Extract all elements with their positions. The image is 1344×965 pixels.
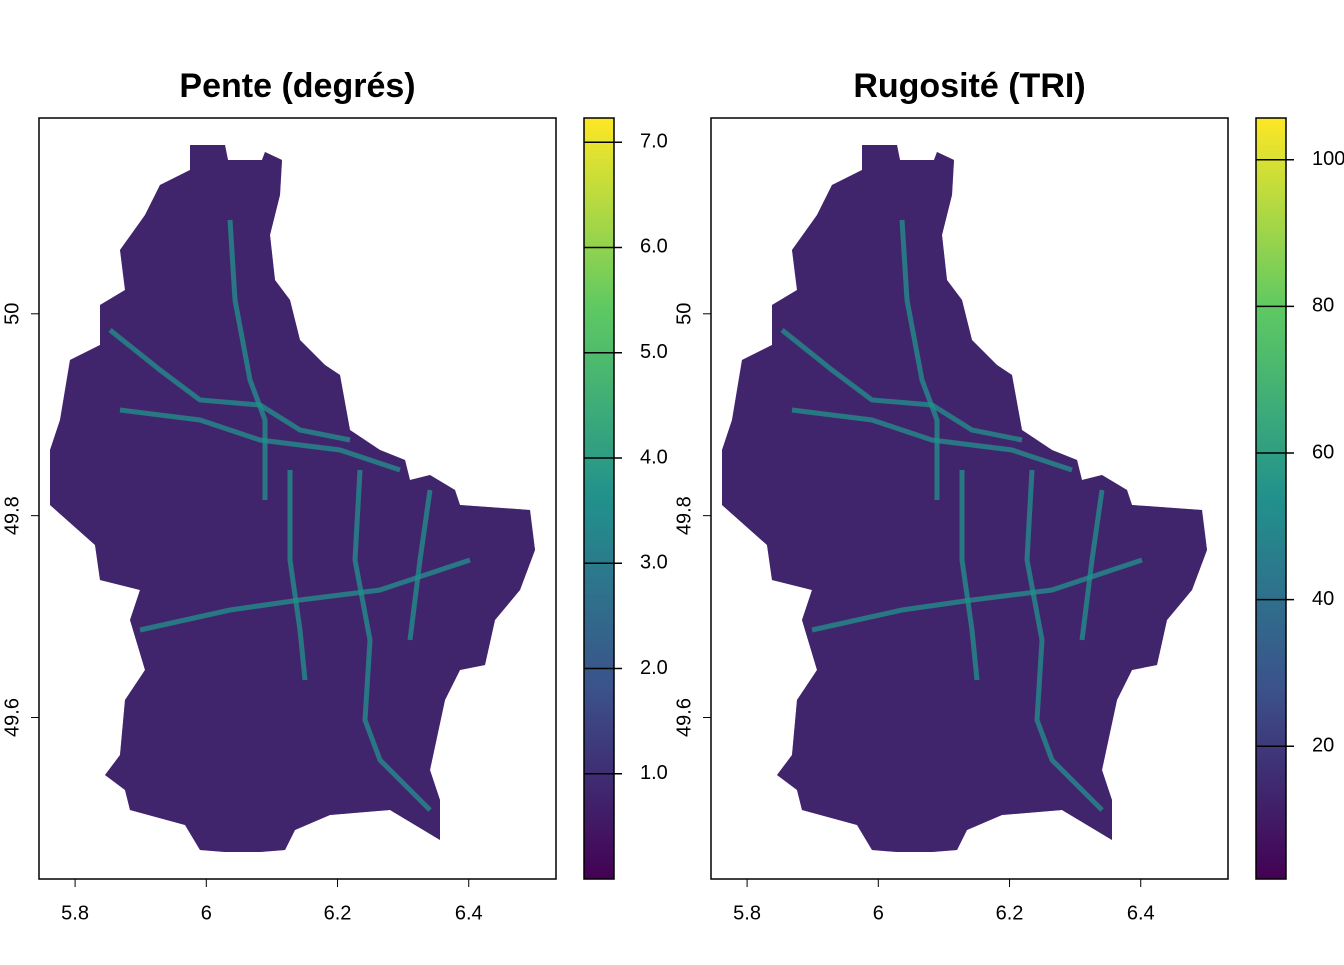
map-stream bbox=[407, 489, 433, 641]
colorbar bbox=[1255, 117, 1287, 880]
map-stream bbox=[1024, 469, 1104, 812]
map-stream bbox=[899, 219, 940, 500]
colorbar-tick-label: 7.0 bbox=[640, 130, 668, 152]
x-tick-label: 6.2 bbox=[324, 902, 352, 924]
map-stream bbox=[959, 470, 980, 681]
map-stream bbox=[811, 557, 1143, 633]
y-tick-label: 50 bbox=[673, 303, 695, 325]
panel-title: Rugosité (TRI) bbox=[853, 67, 1085, 105]
x-tick-label: 6.4 bbox=[1127, 902, 1155, 924]
x-tick-label: 6.2 bbox=[996, 902, 1024, 924]
colorbar-tick-label: 100 bbox=[1312, 148, 1344, 170]
y-tick-label: 49.8 bbox=[673, 496, 695, 535]
colorbar-tick-label: 1.0 bbox=[640, 762, 668, 784]
colorbar bbox=[583, 117, 615, 880]
map-stream bbox=[791, 407, 1073, 473]
y-tick-label: 50 bbox=[1, 303, 23, 325]
x-tick-label: 6.4 bbox=[455, 902, 483, 924]
map-stream bbox=[227, 219, 268, 500]
x-tick-label: 6 bbox=[873, 902, 884, 924]
colorbar-tick-label: 80 bbox=[1312, 295, 1334, 317]
y-tick-label: 49.6 bbox=[673, 698, 695, 737]
map-stream bbox=[1079, 489, 1105, 641]
plot-frame bbox=[710, 117, 1229, 880]
plot-frame bbox=[38, 117, 557, 880]
y-tick-label: 49.6 bbox=[1, 698, 23, 737]
panel-title: Pente (degrés) bbox=[179, 67, 415, 105]
x-tick-label: 5.8 bbox=[733, 902, 761, 924]
colorbar-tick-label: 2.0 bbox=[640, 657, 668, 679]
x-tick-label: 6 bbox=[201, 902, 212, 924]
colorbar-tick-label: 5.0 bbox=[640, 341, 668, 363]
colorbar-tick-label: 6.0 bbox=[640, 236, 668, 258]
colorbar-tick-label: 60 bbox=[1312, 441, 1334, 463]
x-tick-label: 5.8 bbox=[61, 902, 89, 924]
y-tick-label: 49.8 bbox=[1, 496, 23, 535]
map-stream bbox=[780, 328, 1023, 443]
colorbar-tick-label: 3.0 bbox=[640, 552, 668, 574]
map-stream bbox=[139, 557, 471, 633]
map-stream bbox=[119, 407, 401, 473]
map-stream bbox=[287, 470, 308, 681]
colorbar-tick-label: 4.0 bbox=[640, 446, 668, 468]
colorbar-tick-label: 40 bbox=[1312, 588, 1334, 610]
colorbar-tick-label: 20 bbox=[1312, 735, 1334, 757]
map-stream bbox=[352, 469, 432, 812]
map-stream bbox=[108, 328, 351, 443]
